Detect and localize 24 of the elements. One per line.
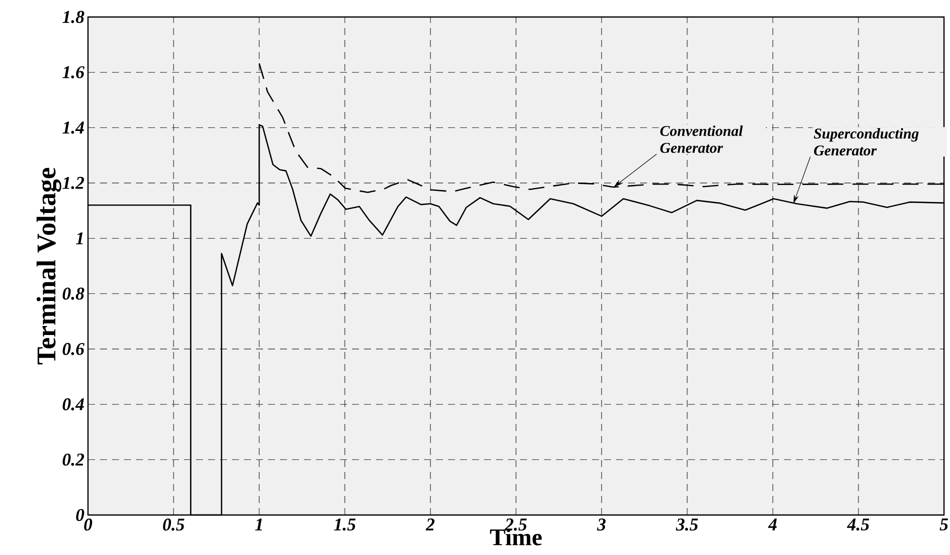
y-tick-label: 0.4 xyxy=(62,398,84,410)
x-tick-label: 1.5 xyxy=(334,518,356,531)
y-tick-label: 0.8 xyxy=(62,288,84,300)
x-tick-label: 2 xyxy=(426,518,434,530)
y-tick-label: 1.8 xyxy=(62,10,84,24)
y-tick-label: 0.2 xyxy=(62,454,84,466)
x-tick-label: 1 xyxy=(255,518,262,530)
y-tick-label: 1.4 xyxy=(62,122,84,134)
y-tick-label: 0.6 xyxy=(62,342,84,356)
y-tick-label: 1 xyxy=(76,232,83,244)
y-tick-label: 0 xyxy=(76,508,84,522)
y-axis-title: Terminal Voltage xyxy=(36,168,62,364)
x-axis-title: Time xyxy=(490,528,542,546)
x-tick-label: 3 xyxy=(596,518,606,531)
annotation: Conventional Generator xyxy=(660,125,743,153)
annotation: Superconducting Generator xyxy=(814,128,919,156)
x-tick-label: 0.5 xyxy=(163,518,184,531)
y-tick-label: 1.2 xyxy=(62,176,84,190)
x-tick-label: 4 xyxy=(768,518,777,530)
x-tick-label: 4.5 xyxy=(846,518,870,531)
y-tick-label: 1.6 xyxy=(62,66,84,78)
x-tick-label: 5 xyxy=(940,518,948,530)
x-tick-label: 3.5 xyxy=(676,518,698,531)
x-tick-label: 0 xyxy=(84,518,92,531)
